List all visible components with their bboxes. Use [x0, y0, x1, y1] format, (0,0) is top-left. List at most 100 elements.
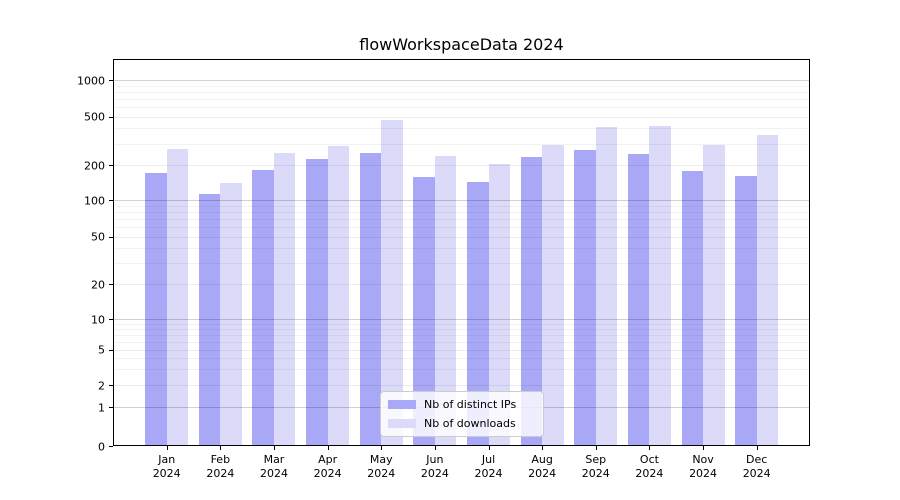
- x-tick-mark-dec: [756, 446, 758, 450]
- y-tick-mark-0: [109, 446, 113, 447]
- y-tick-mark-1: [109, 407, 113, 408]
- gridline-90: [114, 205, 809, 207]
- x-tick-label-aug: Aug 2024: [528, 453, 557, 480]
- gridline-800: [114, 91, 809, 93]
- gridline-80: [114, 211, 809, 213]
- bar-jan-downloads: [166, 149, 189, 445]
- gridline-50: [114, 236, 809, 238]
- bar-nov-downloads: [703, 144, 725, 445]
- bar-aug-downloads: [542, 144, 564, 445]
- gridline-20: [114, 284, 809, 285]
- x-tick-label-may: May 2024: [367, 453, 396, 480]
- x-tick-label-dec: Dec 2024: [742, 453, 771, 480]
- gridline-100: [114, 200, 809, 201]
- bar-jun-downloads: [434, 156, 457, 445]
- gridline-600: [114, 107, 809, 109]
- bar-jun-distinct-ips: [413, 176, 435, 445]
- y-tick-label-2: 2: [98, 379, 105, 392]
- bar-dec-downloads: [756, 134, 779, 445]
- y-tick-mark-1000: [109, 80, 113, 81]
- gridline-10: [114, 319, 809, 321]
- x-tick-mark-feb: [220, 446, 222, 450]
- x-tick-label-nov: Nov 2024: [689, 453, 718, 480]
- gridline-9: [114, 323, 809, 325]
- y-tick-label-500: 500: [84, 110, 105, 124]
- gridline-400: [114, 128, 809, 130]
- bar-oct-downloads: [649, 125, 671, 445]
- gridline-2: [114, 385, 809, 386]
- x-tick-mark-mar: [273, 446, 275, 450]
- x-tick-label-jun: Jun 2024: [420, 453, 449, 480]
- x-tick-label-feb: Feb 2024: [206, 453, 235, 480]
- gridline-900: [114, 85, 809, 87]
- bar-aug-distinct-ips: [520, 156, 543, 445]
- y-tick-label-10: 10: [91, 313, 105, 327]
- gridline-7: [114, 334, 809, 336]
- bar-nov-distinct-ips: [681, 170, 704, 445]
- y-tick-label-100: 100: [84, 194, 105, 207]
- y-tick-label-5: 5: [98, 343, 105, 357]
- gridline-8: [114, 329, 809, 331]
- y-tick-label-20: 20: [91, 278, 105, 291]
- legend-item-distinct-ips: Nb of distinct IPs: [381, 398, 543, 411]
- x-tick-label-jan: Jan 2024: [152, 453, 181, 480]
- bar-apr-downloads: [327, 146, 350, 445]
- y-tick-label-1: 1: [98, 401, 105, 414]
- gridline-30: [114, 263, 809, 265]
- gridline-60: [114, 227, 809, 229]
- gridline-1000: [114, 80, 809, 81]
- bar-feb-downloads: [220, 183, 242, 445]
- y-tick-label-50: 50: [91, 230, 105, 244]
- x-tick-label-oct: Oct 2024: [635, 453, 664, 480]
- y-tick-label-1000: 1000: [77, 74, 105, 87]
- y-tick-label-200: 200: [84, 159, 105, 172]
- gridline-6: [114, 341, 809, 343]
- gridline-4: [114, 358, 809, 360]
- legend-swatch-distinct-ips: [388, 400, 416, 409]
- legend: Nb of distinct IPs Nb of downloads: [380, 391, 544, 437]
- gridline-70: [114, 218, 809, 220]
- x-tick-mark-jun: [434, 446, 436, 450]
- legend-label-distinct-ips: Nb of distinct IPs: [424, 398, 517, 411]
- bar-sep-distinct-ips: [574, 150, 596, 445]
- gridline-500: [114, 116, 809, 118]
- x-tick-mark-may: [381, 446, 383, 450]
- bar-jul-distinct-ips: [467, 182, 489, 445]
- y-tick-mark-50: [109, 236, 113, 238]
- y-tick-mark-10: [109, 319, 113, 321]
- x-tick-mark-aug: [542, 446, 544, 450]
- x-tick-label-sep: Sep 2024: [581, 453, 610, 480]
- gridline-3: [114, 369, 809, 371]
- gridline-700: [114, 98, 809, 100]
- bar-may-distinct-ips: [359, 153, 382, 445]
- bar-oct-distinct-ips: [627, 153, 650, 445]
- bar-apr-distinct-ips: [306, 158, 328, 445]
- x-tick-label-mar: Mar 2024: [259, 453, 288, 480]
- x-tick-label-apr: Apr 2024: [313, 453, 342, 480]
- y-tick-mark-500: [109, 116, 113, 118]
- gridline-40: [114, 248, 809, 250]
- x-tick-mark-jan: [166, 446, 168, 450]
- legend-label-downloads: Nb of downloads: [424, 417, 516, 430]
- bar-jul-downloads: [488, 163, 511, 445]
- x-tick-mark-oct: [649, 446, 651, 450]
- bar-mar-downloads: [273, 153, 296, 445]
- x-tick-mark-apr: [327, 446, 329, 450]
- y-tick-mark-100: [109, 200, 113, 201]
- x-tick-mark-jul: [488, 446, 490, 450]
- gridline-200: [114, 165, 809, 166]
- y-tick-mark-20: [109, 284, 113, 285]
- bar-jan-distinct-ips: [145, 173, 167, 445]
- y-tick-label-0: 0: [98, 440, 105, 453]
- x-tick-mark-nov: [703, 446, 705, 450]
- x-tick-mark-sep: [595, 446, 597, 450]
- legend-item-downloads: Nb of downloads: [381, 417, 543, 430]
- y-tick-mark-2: [109, 385, 113, 386]
- bar-may-downloads: [381, 119, 403, 445]
- y-tick-mark-200: [109, 165, 113, 166]
- chart-title: flowWorkspaceData 2024: [359, 35, 564, 54]
- legend-swatch-downloads: [388, 419, 416, 428]
- y-tick-mark-5: [109, 349, 113, 351]
- plot-area: [113, 59, 810, 446]
